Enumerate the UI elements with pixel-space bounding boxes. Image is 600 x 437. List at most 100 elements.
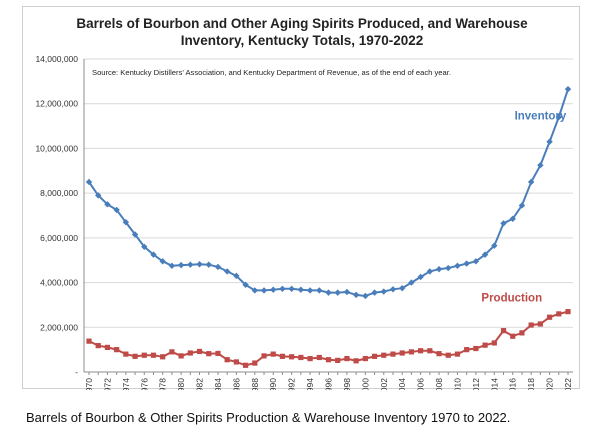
production-point [95,343,101,349]
inventory-point [168,262,176,270]
x-tick-label: 1974 [121,378,131,390]
production-point [335,357,341,363]
inventory-point [389,286,397,293]
production-point [500,328,507,334]
x-tick-label: 2012 [471,378,481,390]
production-point [196,348,203,355]
production-point [408,349,415,355]
inventory-point [371,289,378,296]
production-point [491,340,497,346]
y-tick-label: 14,000,000 [35,54,78,64]
production-point [150,352,157,358]
production-point [325,357,332,363]
production-point [233,359,239,365]
inventory-point [187,261,194,268]
x-tick-label: 1998 [342,378,352,390]
inventory-point [251,287,259,294]
production-point [86,338,92,344]
chart-panel: Barrels of Bourbon and Other Aging Spiri… [22,6,580,390]
chart-title-line-1: Barrels of Bourbon and Other Aging Spiri… [76,16,528,31]
y-tick-label: 2,000,000 [40,322,78,332]
inventory-point [131,231,139,238]
x-tick-label: 2000 [360,378,370,390]
inventory-point [537,161,544,169]
production-point [464,347,470,353]
production-point [224,357,230,363]
image-caption: Barrels of Bourbon & Other Spirits Produ… [26,410,511,425]
x-tick-label: 2008 [434,378,444,390]
y-tick-label: 10,000,000 [35,143,78,153]
production-point [519,330,525,336]
production-point [399,350,405,356]
y-tick-label: - [75,367,78,377]
production-point [261,353,267,359]
x-tick-label: 1980 [176,378,186,390]
production-point [418,348,424,354]
production-point [279,353,286,359]
inventory-line [88,88,569,298]
inventory-point [408,279,415,286]
inventory-point [435,265,443,273]
inventory-point [233,272,240,280]
production-point [316,354,322,361]
x-tick-label: 2014 [489,378,499,390]
y-tick-label: 4,000,000 [40,278,78,288]
inventory-point [223,268,231,275]
inventory-point [343,288,351,296]
inventory-point [113,206,120,214]
production-point [528,322,534,328]
inventory-point [491,242,498,249]
inventory-point [316,287,323,294]
x-tick-label: 2004 [397,378,407,390]
inventory-point [122,219,130,226]
inventory-point [260,287,268,294]
inventory-point [472,258,480,265]
production-point [344,355,350,362]
production-point [270,351,276,357]
inventory-point [85,178,93,186]
x-tick-label: 2016 [508,378,518,390]
production-point [390,351,396,357]
source-note: Source: Kentucky Distillers' Association… [92,68,451,77]
production-point [565,309,571,315]
inventory-point [426,268,434,275]
inventory-point [555,113,562,121]
inventory-point [159,258,166,265]
inventory-point [150,251,157,258]
production-point [537,321,543,327]
y-tick-label: 12,000,000 [35,99,78,109]
y-tick-label: 6,000,000 [40,233,78,243]
x-tick-label: 1996 [324,378,334,390]
production-point [252,360,258,366]
x-tick-label: 1976 [139,378,149,390]
x-tick-label: 1978 [158,378,168,390]
inventory-point [242,281,249,289]
x-tick-label: 1990 [268,378,278,390]
inventory-point [297,286,305,293]
inventory-point [196,261,203,268]
production-point [242,362,249,368]
x-tick-label: 2010 [452,378,462,390]
production-point [362,355,368,362]
production-point [381,352,387,358]
production-point [289,354,295,360]
production-point [445,352,451,358]
inventory-point [546,138,553,145]
inventory-point [214,263,222,271]
production-point [353,358,359,364]
chart-title-line-2: Inventory, Kentucky Totals, 1970-2022 [180,33,424,48]
inventory-point [288,285,295,293]
production-series-label: Production [481,293,542,305]
production-point [510,333,516,339]
inventory-point [352,291,360,299]
production-point [132,353,138,359]
inventory-point [380,288,387,295]
production-point [169,349,175,355]
x-tick-label: 2006 [416,378,426,390]
production-point [187,350,193,356]
inventory-point [481,251,489,258]
x-tick-label: 1992 [287,378,297,390]
production-point [114,347,120,353]
inventory-point [95,192,102,199]
inventory-point [362,292,369,300]
